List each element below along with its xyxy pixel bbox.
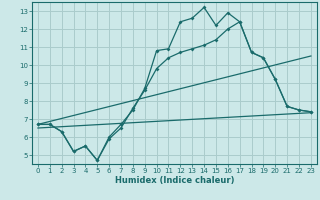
X-axis label: Humidex (Indice chaleur): Humidex (Indice chaleur) (115, 176, 234, 185)
